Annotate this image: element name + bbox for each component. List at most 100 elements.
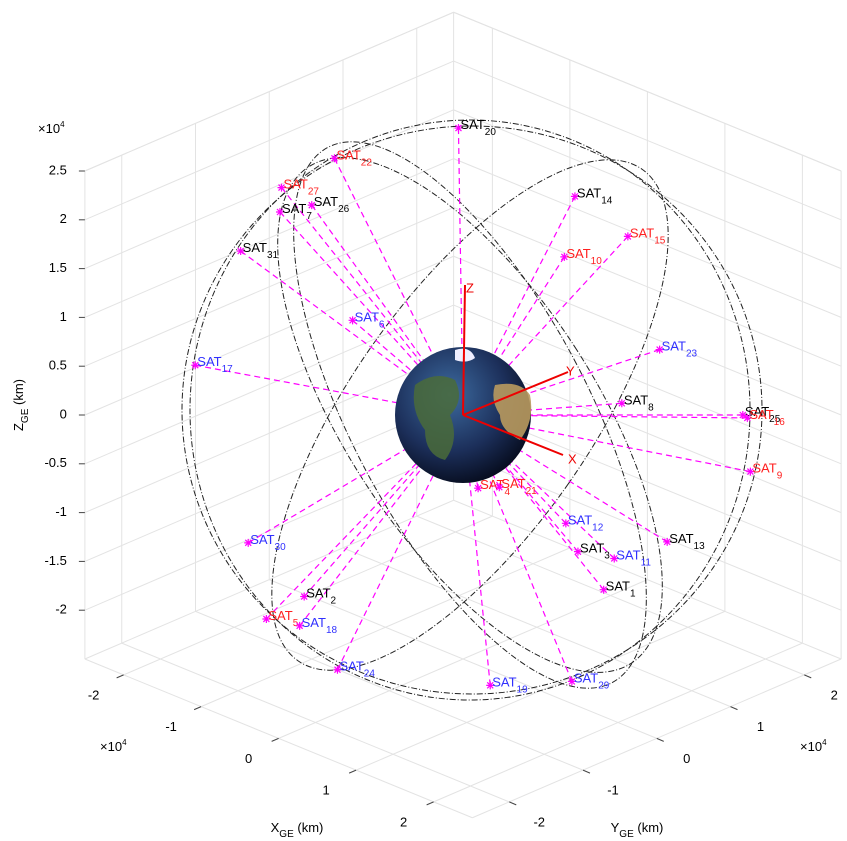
satellite-name: SAT (492, 675, 516, 690)
grid-line (122, 643, 510, 802)
satellite-sub: 22 (361, 157, 373, 168)
satellite-name: SAT (314, 195, 338, 210)
satellite-label: SAT7 (282, 201, 312, 221)
satellite-name: SAT (616, 548, 640, 563)
x-tick (117, 675, 124, 678)
y-tick-label: -1 (607, 783, 619, 798)
axis-title-main: Y (611, 820, 620, 835)
axis-title-sub: GE (279, 829, 294, 840)
satellite-name: SAT (752, 461, 776, 476)
satellite-label: SAT31 (243, 240, 279, 260)
axis-labels: -2-1012-2-1012-2-1.5-1-0.500.511.522.5×1… (11, 120, 837, 840)
satellite-sub: 3 (604, 550, 610, 561)
satellite-sub: 13 (694, 541, 706, 552)
frame-label: X (568, 451, 577, 466)
axis-title-sub: GE (619, 829, 634, 840)
satellite-name: SAT (577, 186, 601, 201)
satellite-name: SAT (749, 407, 773, 422)
axis-title-sub: GE (20, 408, 31, 423)
y-tick (657, 738, 664, 741)
satellite-sub: 15 (654, 235, 666, 246)
satellite-name: SAT (268, 608, 292, 623)
z-tick-label: -1 (55, 504, 67, 519)
y-tick (583, 770, 590, 773)
exponent-base: ×10 (38, 121, 60, 136)
satellite-label: SAT8 (624, 393, 654, 413)
x-tick-label: -2 (88, 687, 100, 702)
satellite-name: SAT (662, 339, 686, 354)
satellite-sub: 8 (648, 402, 654, 413)
y-tick (804, 675, 811, 678)
y-tick-label: 0 (683, 751, 690, 766)
satellite-label: SAT5 (268, 608, 298, 628)
satellite-label: SAT16 (749, 407, 785, 427)
x-tick (349, 770, 356, 773)
satellite-sub: 30 (275, 541, 287, 552)
satellite-label: SAT23 (662, 339, 698, 359)
satellite-name: SAT (624, 393, 648, 408)
satellite-name: SAT (339, 659, 363, 674)
z-tick-label: 1.5 (49, 260, 67, 275)
satellite-sub: 2 (331, 595, 337, 606)
satellite-name: SAT (669, 531, 693, 546)
satellite-name: SAT (606, 579, 630, 594)
satellite-sub: 10 (591, 256, 603, 267)
satellite-name: SAT (460, 117, 484, 132)
x-tick-label: 2 (400, 814, 407, 829)
satellite-sub: 11 (641, 557, 652, 568)
satellite-name: SAT (243, 240, 267, 255)
satellite-sub: 21 (526, 486, 538, 497)
axis-title-unit: (km) (634, 820, 664, 835)
x-tick-label: 0 (245, 751, 252, 766)
satellite-name: SAT (630, 226, 654, 241)
satellite-sub: 20 (485, 127, 497, 138)
satellite-sub: 19 (517, 684, 529, 695)
satellite-name: SAT (501, 477, 525, 492)
z-tick-label: 0 (60, 406, 67, 421)
axis-title-unit: (km) (294, 820, 324, 835)
satellite-sub: 29 (598, 680, 610, 691)
chart: X Y Z SAT20SAT22SAT27SAT26SAT7SAT31SAT6S… (0, 0, 847, 841)
z-tick-label: 2 (60, 211, 67, 226)
x-tick (272, 738, 279, 741)
y-tick (731, 707, 738, 710)
axis-title-main: Z (11, 423, 26, 431)
satellite-name: SAT (355, 310, 379, 325)
y-tick (509, 802, 516, 805)
y-tick-label: -2 (533, 814, 545, 829)
satellite-sub: 23 (686, 348, 698, 359)
frame-label: Y (566, 363, 575, 378)
y-tick-label: 1 (757, 719, 764, 734)
satellite-sub: 1 (630, 588, 636, 599)
satellite-label: SAT17 (197, 355, 233, 375)
satellite-label: SAT13 (669, 531, 705, 551)
satellite-sub: 7 (306, 211, 312, 222)
exponent-power: 4 (60, 120, 65, 129)
axis-title-unit: (km) (11, 379, 26, 409)
satellite-name: SAT (282, 201, 306, 216)
satellite-label: SAT14 (577, 186, 613, 206)
satellite-sub: 12 (592, 522, 604, 533)
satellite-name: SAT (250, 532, 274, 547)
satellite-name: SAT (284, 177, 308, 192)
x-tick (194, 707, 201, 710)
x-tick-label: 1 (323, 783, 330, 798)
x-tick (427, 802, 434, 805)
satellite-label: SAT1 (606, 579, 636, 599)
satellite-label: SAT30 (250, 532, 286, 552)
satellite-label: SAT11 (616, 548, 651, 568)
z-tick-label: -0.5 (44, 455, 66, 470)
satellite-sub: 26 (338, 204, 350, 215)
satellite-label: SAT22 (336, 148, 372, 168)
satellite-label: SAT2 (306, 586, 336, 606)
satellite-sub: 24 (364, 668, 376, 679)
satellite-name: SAT (336, 148, 360, 163)
exponent-base: ×10 (800, 739, 822, 754)
satellite-name: SAT (306, 586, 330, 601)
satellite-name: SAT (580, 541, 604, 556)
satellite-name: SAT (574, 671, 598, 686)
satellite-label: SAT26 (314, 195, 350, 215)
exponent-label: ×104 (38, 120, 65, 136)
z-tick-label: -1.5 (44, 553, 66, 568)
satellite-sub: 6 (379, 319, 385, 330)
